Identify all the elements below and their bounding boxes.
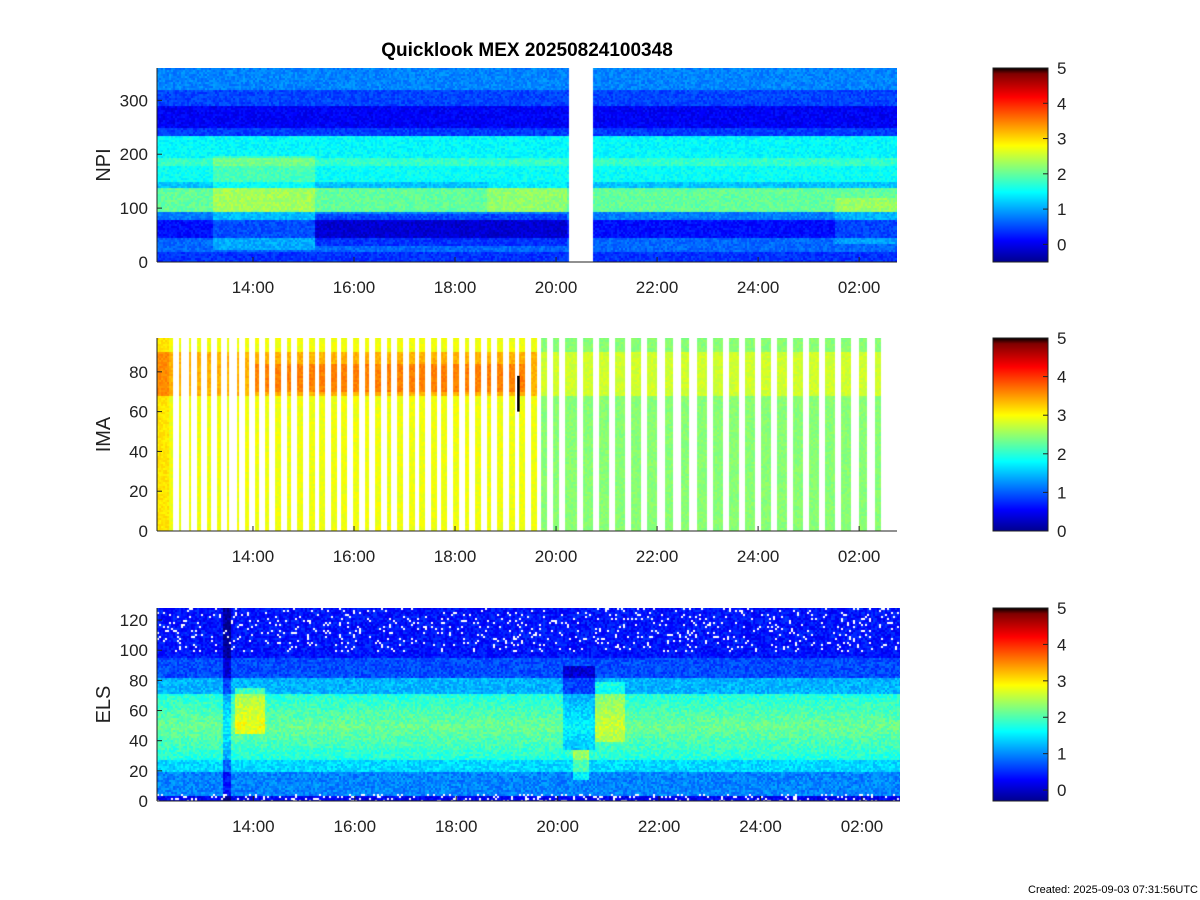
colorbar-gradient <box>992 607 1049 802</box>
x-tick-label: 18:00 <box>434 547 477 566</box>
x-tick-label: 14:00 <box>232 817 275 836</box>
colorbar-tick-label: 4 <box>1057 368 1066 387</box>
spectrogram-image <box>157 608 900 801</box>
colorbar-tick-label: 3 <box>1057 672 1066 691</box>
y-tick-label: 80 <box>129 671 148 690</box>
y-tick-label: 20 <box>129 482 148 501</box>
els-ylabel: ELS <box>93 686 115 724</box>
colorbar-tick-label: 0 <box>1057 522 1066 541</box>
y-tick-label: 80 <box>129 363 148 382</box>
x-tick-label: 14:00 <box>232 278 275 297</box>
spectrogram-image <box>157 68 897 262</box>
x-tick-label: 18:00 <box>435 817 478 836</box>
ima-ylabel: IMA <box>93 416 115 452</box>
x-tick-label: 20:00 <box>535 278 578 297</box>
colorbar-gradient <box>992 337 1049 532</box>
panel-npi: 0 100 200 300 14:00 16:00 18:00 20:00 22:00 24:00… <box>93 59 1066 297</box>
y-tick-label: 0 <box>139 792 148 811</box>
colorbar-tick-label: 5 <box>1057 59 1066 78</box>
colorbar-tick-label: 5 <box>1057 329 1066 348</box>
x-tick-label: 14:00 <box>232 547 275 566</box>
els-axes: 0 20 40 60 80 100 120 14:00 16:00 18:00 20:00 22:00… <box>120 608 900 836</box>
x-tick-label: 18:00 <box>434 278 477 297</box>
x-tick-label: 20:00 <box>536 817 579 836</box>
colorbar-tick-label: 4 <box>1057 94 1066 113</box>
y-tick-label: 120 <box>120 611 148 630</box>
x-tick-label: 22:00 <box>636 278 679 297</box>
colorbar-tick-label: 0 <box>1057 781 1066 800</box>
colorbar-tick-label: 0 <box>1057 235 1066 254</box>
x-tick-label: 02:00 <box>838 547 881 566</box>
y-tick-label: 40 <box>129 442 148 461</box>
x-tick-label: 16:00 <box>333 547 376 566</box>
colorbar-tick-label: 3 <box>1057 130 1066 149</box>
colorbar-tick-label: 5 <box>1057 599 1066 618</box>
colorbar-tick-label: 2 <box>1057 165 1066 184</box>
x-tick-label: 20:00 <box>535 547 578 566</box>
x-tick-label: 22:00 <box>638 817 681 836</box>
y-tick-label: 40 <box>129 732 148 751</box>
x-tick-label: 24:00 <box>737 547 780 566</box>
x-tick-label: 24:00 <box>739 817 782 836</box>
els-colorbar: 0 1 2 3 4 5 <box>992 599 1066 802</box>
ima-axes: 0 20 40 60 80 14:00 16:00 18:00 20:00 22:00 24:00 0… <box>129 338 897 566</box>
spectrogram-image <box>157 338 897 531</box>
y-tick-label: 100 <box>120 199 148 218</box>
colorbar-tick-label: 1 <box>1057 200 1066 219</box>
colorbar-tick-label: 3 <box>1057 406 1066 425</box>
y-tick-label: 0 <box>139 522 148 541</box>
colorbar-tick-label: 1 <box>1057 483 1066 502</box>
colorbar-gradient <box>992 67 1049 263</box>
y-tick-label: 300 <box>120 91 148 110</box>
npi-spectrogram <box>157 68 897 262</box>
els-spectrogram <box>157 608 900 801</box>
figure-title: Quicklook MEX 20250824100348 <box>381 40 673 61</box>
ima-colorbar: 0 1 2 3 4 5 <box>992 329 1066 541</box>
x-tick-label: 24:00 <box>737 278 780 297</box>
npi-colorbar: 0 1 2 3 4 5 <box>992 59 1066 263</box>
y-tick-label: 100 <box>120 641 148 660</box>
x-tick-label: 16:00 <box>334 817 377 836</box>
ima-spectrogram <box>157 338 897 531</box>
x-tick-label: 22:00 <box>636 547 679 566</box>
colorbar-tick-label: 1 <box>1057 745 1066 764</box>
y-tick-label: 60 <box>129 403 148 422</box>
created-timestamp: Created: 2025-09-03 07:31:56UTC <box>1028 884 1198 896</box>
npi-ylabel: NPI <box>93 148 115 181</box>
y-tick-label: 0 <box>139 253 148 272</box>
y-tick-label: 60 <box>129 702 148 721</box>
ima-spike-mark <box>517 375 520 412</box>
y-tick-label: 200 <box>120 145 148 164</box>
colorbar-tick-label: 2 <box>1057 708 1066 727</box>
colorbar-tick-label: 4 <box>1057 635 1066 654</box>
x-tick-label: 02:00 <box>838 278 881 297</box>
x-tick-label: 02:00 <box>841 817 884 836</box>
x-tick-label: 16:00 <box>333 278 376 297</box>
npi-axes: 0 100 200 300 14:00 16:00 18:00 20:00 22:00 24:00… <box>120 68 897 297</box>
colorbar-tick-label: 2 <box>1057 445 1066 464</box>
y-tick-label: 20 <box>129 762 148 781</box>
